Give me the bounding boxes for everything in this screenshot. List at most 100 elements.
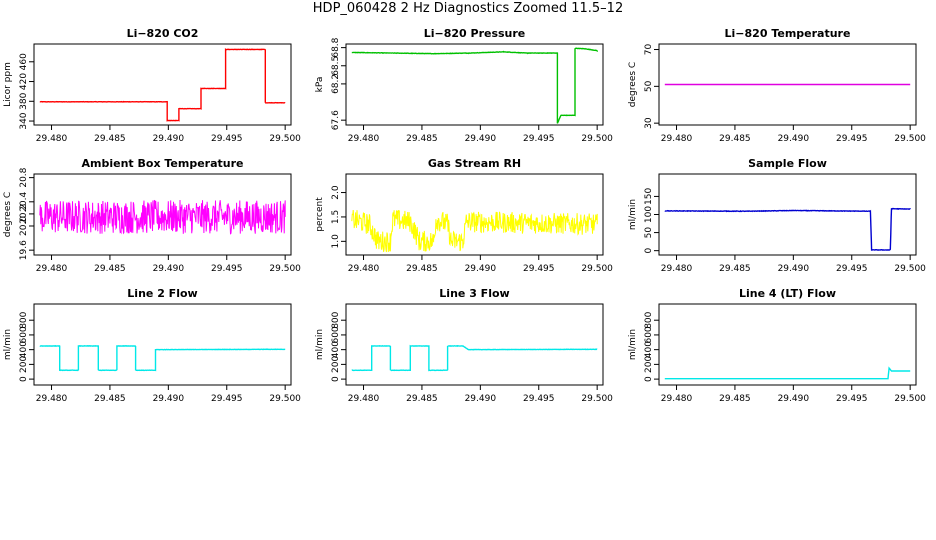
x-tick-label: 29.480 — [36, 264, 68, 274]
chart-title: Ambient Box Temperature — [82, 157, 244, 170]
x-tick-label: 29.500 — [269, 394, 301, 404]
y-tick-label: 400 — [19, 341, 29, 358]
x-tick-label: 29.495 — [523, 134, 555, 144]
x-tick-label: 29.490 — [778, 264, 810, 274]
series-line — [39, 344, 286, 372]
series-line — [351, 344, 598, 372]
y-axis-label: kPa — [315, 77, 325, 93]
x-tick-label: 29.490 — [778, 134, 810, 144]
series-line — [39, 199, 286, 235]
y-tick-label: 70 — [644, 44, 654, 56]
y-tick-label: 1.0 — [331, 234, 341, 249]
plot-frame — [33, 303, 292, 386]
x-tick-label: 29.480 — [348, 394, 380, 404]
chart-panel: Gas Stream RH percent 29.480 29.485 29.490 29… — [315, 157, 613, 274]
y-axis-label: ml/min — [628, 329, 638, 360]
series-line — [351, 210, 598, 253]
y-tick-label: 380 — [19, 92, 29, 109]
x-tick-label: 29.480 — [661, 394, 693, 404]
x-tick-label: 29.500 — [581, 264, 613, 274]
y-axis-label: degrees C — [628, 62, 638, 107]
y-tick-label: 150 — [644, 188, 654, 205]
x-tick-label: 29.495 — [836, 134, 868, 144]
y-tick-label: 420 — [19, 73, 29, 90]
chart-panel: Line 3 Flow ml/min 29.480 29.485 29.490 29.49… — [315, 287, 613, 404]
chart-title: Line 2 Flow — [127, 287, 197, 300]
y-tick-label: 460 — [19, 53, 29, 70]
y-tick-label: 20.2 — [19, 204, 29, 224]
y-tick-label: 340 — [19, 112, 29, 129]
x-tick-label: 29.480 — [36, 134, 68, 144]
plot-frame — [345, 173, 604, 256]
y-tick-label: 200 — [644, 356, 654, 373]
x-tick-label: 29.490 — [153, 264, 185, 274]
y-tick-label: 68.8 — [331, 37, 341, 57]
x-tick-label: 29.490 — [778, 394, 810, 404]
plot-frame — [33, 43, 292, 126]
plot-frame — [33, 173, 292, 256]
y-tick-label: 100 — [644, 206, 654, 223]
chart-title: Li−820 Pressure — [424, 27, 526, 40]
x-tick-label: 29.480 — [348, 264, 380, 274]
series-line — [664, 366, 911, 380]
x-tick-label: 29.485 — [719, 264, 751, 274]
y-tick-label: 50 — [644, 227, 654, 239]
x-tick-label: 29.480 — [661, 264, 693, 274]
series-line — [664, 207, 911, 251]
chart-panel: Li−820 Pressure kPa 29.480 29.485 29.490 29.4… — [315, 27, 613, 144]
chart-panel: Ambient Box Temperature degrees C 29.480 29… — [3, 157, 301, 274]
x-tick-label: 29.485 — [406, 264, 438, 274]
chart-panel: Line 2 Flow ml/min 29.480 29.485 29.490 29.49… — [3, 287, 301, 404]
x-tick-label: 29.500 — [894, 264, 926, 274]
y-tick-label: 0 — [644, 376, 654, 382]
y-axis-label: ml/min — [3, 329, 13, 360]
x-tick-label: 29.480 — [661, 134, 693, 144]
x-tick-label: 29.485 — [406, 394, 438, 404]
y-tick-label: 20.4 — [19, 192, 29, 212]
y-tick-label: 67.6 — [331, 110, 341, 130]
x-tick-label: 29.495 — [211, 134, 243, 144]
x-tick-label: 29.490 — [465, 134, 497, 144]
y-tick-label: 20.0 — [19, 216, 29, 236]
y-tick-label: 400 — [331, 341, 341, 358]
x-tick-label: 29.490 — [153, 394, 185, 404]
x-tick-label: 29.495 — [523, 264, 555, 274]
chart-title: Li−820 CO2 — [127, 27, 199, 40]
y-tick-label: 0 — [644, 248, 654, 254]
y-tick-label: 600 — [644, 326, 654, 343]
plot-frame — [658, 43, 917, 126]
y-tick-label: 200 — [19, 356, 29, 373]
x-tick-label: 29.500 — [894, 134, 926, 144]
chart-panel: Sample Flow ml/min 29.480 29.485 29.490 29.49… — [628, 157, 926, 274]
x-tick-label: 29.495 — [836, 394, 868, 404]
chart-title: Gas Stream RH — [428, 157, 521, 170]
plot-frame — [345, 303, 604, 386]
chart-title: Line 3 Flow — [439, 287, 509, 300]
y-tick-label: 400 — [644, 341, 654, 358]
y-axis-label: ml/min — [628, 199, 638, 230]
y-tick-label: 0 — [331, 376, 341, 382]
plot-frame — [345, 43, 604, 126]
chart-panel: Li−820 Temperature degrees C 29.480 29.485 2… — [628, 27, 926, 144]
x-tick-label: 29.495 — [836, 264, 868, 274]
chart-title: Sample Flow — [748, 157, 827, 170]
y-tick-label: 30 — [644, 117, 654, 129]
x-tick-label: 29.485 — [94, 264, 126, 274]
x-tick-label: 29.500 — [581, 394, 613, 404]
x-tick-label: 29.480 — [348, 134, 380, 144]
chart-title: Line 4 (LT) Flow — [739, 287, 836, 300]
series-line — [39, 48, 286, 122]
y-tick-label: 200 — [331, 356, 341, 373]
y-tick-label: 1.5 — [331, 210, 341, 224]
y-tick-label: 800 — [19, 311, 29, 328]
y-tick-label: 800 — [331, 311, 341, 328]
x-tick-label: 29.480 — [36, 394, 68, 404]
y-tick-label: 2.0 — [331, 185, 341, 200]
x-tick-label: 29.490 — [465, 394, 497, 404]
y-tick-label: 50 — [644, 80, 654, 92]
y-tick-label: 800 — [644, 311, 654, 328]
y-tick-label: 600 — [19, 326, 29, 343]
x-tick-label: 29.485 — [406, 134, 438, 144]
x-tick-label: 29.495 — [211, 264, 243, 274]
